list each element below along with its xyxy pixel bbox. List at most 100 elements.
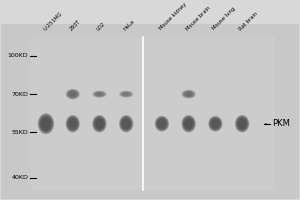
Ellipse shape	[237, 118, 247, 130]
Ellipse shape	[67, 117, 78, 131]
Ellipse shape	[119, 115, 134, 132]
Ellipse shape	[122, 119, 130, 129]
Ellipse shape	[238, 119, 246, 129]
Ellipse shape	[123, 92, 130, 96]
Ellipse shape	[94, 92, 104, 97]
Ellipse shape	[92, 115, 106, 132]
Ellipse shape	[160, 121, 164, 126]
Text: U-251MG: U-251MG	[42, 11, 63, 31]
Ellipse shape	[123, 119, 130, 128]
Ellipse shape	[186, 120, 191, 127]
Ellipse shape	[70, 120, 76, 127]
Ellipse shape	[212, 121, 218, 127]
Ellipse shape	[123, 120, 129, 127]
Text: LO2: LO2	[96, 21, 106, 31]
Ellipse shape	[156, 117, 168, 130]
Ellipse shape	[66, 116, 79, 132]
Text: Rat brain: Rat brain	[238, 11, 259, 31]
Ellipse shape	[70, 121, 75, 126]
Ellipse shape	[121, 118, 131, 130]
Text: 55KD: 55KD	[11, 130, 28, 135]
Ellipse shape	[68, 118, 78, 130]
Ellipse shape	[66, 89, 79, 99]
Text: HeLa: HeLa	[123, 19, 136, 31]
Ellipse shape	[122, 92, 130, 96]
Ellipse shape	[236, 116, 249, 132]
Ellipse shape	[68, 90, 78, 98]
Ellipse shape	[67, 90, 78, 98]
Ellipse shape	[210, 118, 220, 129]
Ellipse shape	[43, 120, 49, 128]
Ellipse shape	[97, 121, 102, 126]
Ellipse shape	[183, 91, 194, 98]
Ellipse shape	[68, 91, 77, 97]
Text: Mouse brain: Mouse brain	[185, 5, 212, 31]
Ellipse shape	[93, 91, 106, 97]
Ellipse shape	[124, 93, 128, 95]
Ellipse shape	[39, 114, 53, 133]
Ellipse shape	[155, 116, 169, 132]
Ellipse shape	[212, 120, 219, 128]
Ellipse shape	[95, 92, 104, 96]
Ellipse shape	[155, 117, 168, 131]
Ellipse shape	[184, 92, 193, 97]
Ellipse shape	[39, 115, 52, 132]
Ellipse shape	[95, 119, 104, 129]
Ellipse shape	[96, 119, 103, 128]
Ellipse shape	[69, 119, 76, 128]
Ellipse shape	[94, 117, 105, 131]
Ellipse shape	[210, 117, 221, 130]
Ellipse shape	[182, 115, 196, 132]
Ellipse shape	[68, 119, 77, 129]
Ellipse shape	[66, 89, 80, 99]
Ellipse shape	[240, 121, 244, 126]
Ellipse shape	[183, 117, 194, 131]
Ellipse shape	[42, 119, 50, 129]
Ellipse shape	[157, 118, 167, 129]
Text: 293T: 293T	[69, 19, 82, 31]
Ellipse shape	[40, 116, 52, 131]
Ellipse shape	[182, 90, 195, 98]
Ellipse shape	[124, 121, 128, 126]
Ellipse shape	[66, 115, 80, 132]
Ellipse shape	[187, 121, 191, 126]
Ellipse shape	[38, 113, 54, 134]
Ellipse shape	[209, 117, 222, 131]
Ellipse shape	[97, 93, 102, 95]
Ellipse shape	[123, 93, 129, 96]
Ellipse shape	[70, 93, 75, 96]
Ellipse shape	[184, 118, 194, 130]
Ellipse shape	[158, 119, 166, 128]
Ellipse shape	[97, 93, 102, 96]
Ellipse shape	[121, 92, 131, 97]
Ellipse shape	[238, 119, 246, 128]
FancyBboxPatch shape	[31, 37, 275, 190]
Ellipse shape	[93, 116, 106, 132]
Ellipse shape	[121, 117, 132, 131]
Ellipse shape	[182, 116, 195, 132]
Ellipse shape	[208, 116, 223, 132]
Ellipse shape	[158, 120, 166, 128]
Ellipse shape	[239, 120, 245, 127]
Ellipse shape	[120, 91, 133, 97]
Ellipse shape	[119, 91, 134, 98]
Ellipse shape	[182, 90, 196, 98]
Ellipse shape	[70, 92, 76, 96]
Ellipse shape	[235, 115, 249, 132]
Text: Mouse lung: Mouse lung	[212, 7, 237, 31]
Ellipse shape	[97, 120, 102, 127]
Text: 70KD: 70KD	[11, 92, 28, 97]
Text: 100KD: 100KD	[8, 53, 28, 58]
Ellipse shape	[96, 92, 103, 96]
Ellipse shape	[41, 117, 51, 130]
Ellipse shape	[211, 119, 220, 128]
Ellipse shape	[187, 93, 191, 95]
Ellipse shape	[44, 121, 48, 127]
Ellipse shape	[236, 117, 248, 131]
Ellipse shape	[184, 119, 193, 129]
Text: 40KD: 40KD	[11, 175, 28, 180]
Ellipse shape	[185, 92, 192, 96]
Ellipse shape	[121, 91, 132, 97]
Ellipse shape	[69, 92, 76, 97]
Ellipse shape	[186, 92, 191, 96]
